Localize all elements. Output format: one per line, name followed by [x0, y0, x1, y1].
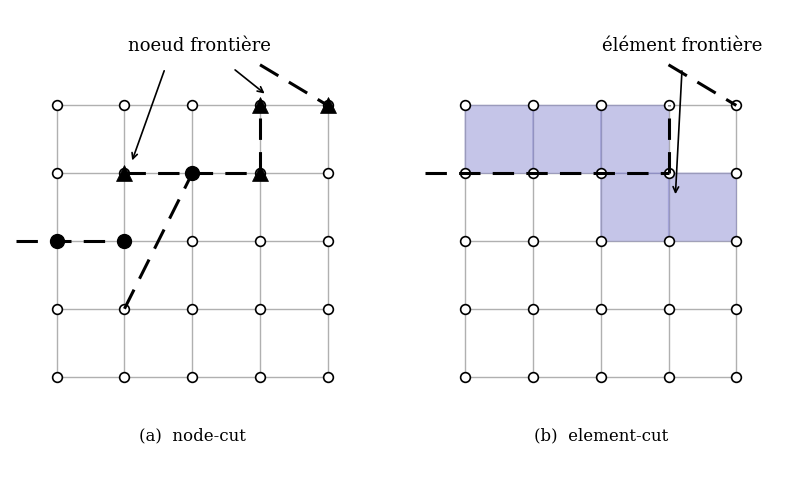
Text: noeud frontière: noeud frontière — [127, 37, 271, 54]
FancyBboxPatch shape — [533, 105, 602, 174]
Text: élément frontière: élément frontière — [602, 37, 763, 54]
FancyBboxPatch shape — [600, 105, 669, 174]
FancyBboxPatch shape — [465, 105, 533, 174]
FancyBboxPatch shape — [668, 173, 737, 241]
FancyBboxPatch shape — [600, 173, 669, 241]
Text: (a)  node-cut: (a) node-cut — [139, 428, 246, 444]
Text: (b)  element-cut: (b) element-cut — [533, 428, 668, 444]
